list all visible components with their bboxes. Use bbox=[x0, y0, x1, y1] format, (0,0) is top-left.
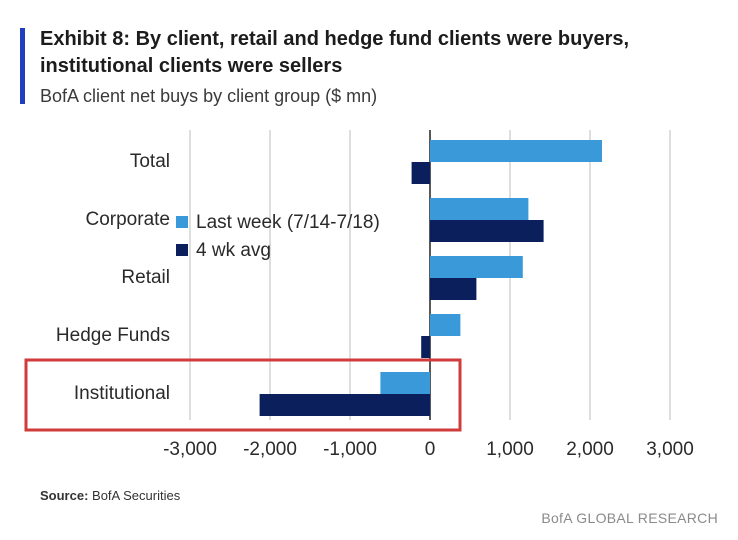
bar-last-week bbox=[380, 372, 430, 394]
chart-title: Exhibit 8: By client, retail and hedge f… bbox=[40, 28, 630, 77]
x-tick-label: -3,000 bbox=[163, 439, 217, 460]
title-accent-bar bbox=[20, 28, 25, 104]
source-value: BofA Securities bbox=[92, 488, 181, 503]
bar-4wk-avg bbox=[430, 220, 544, 242]
category-label: Corporate bbox=[86, 209, 171, 230]
bar-4wk-avg bbox=[411, 162, 430, 184]
brand-footer: BofA GLOBAL RESEARCH bbox=[541, 510, 718, 526]
source-label: Source: bbox=[40, 488, 89, 503]
legend-swatch bbox=[176, 244, 188, 256]
category-label: Hedge Funds bbox=[56, 325, 170, 346]
source-note: Source: BofA Securities bbox=[40, 488, 180, 503]
legend-label: 4 wk avg bbox=[196, 240, 271, 261]
x-tick-label: 2,000 bbox=[566, 439, 614, 460]
category-label: Retail bbox=[121, 267, 170, 288]
bar-last-week bbox=[430, 314, 461, 336]
category-label: Institutional bbox=[74, 383, 170, 404]
x-tick-label: 3,000 bbox=[646, 439, 694, 460]
x-tick-label: -1,000 bbox=[323, 439, 377, 460]
bar-last-week bbox=[430, 198, 529, 220]
bar-4wk-avg bbox=[430, 278, 477, 300]
bar-last-week bbox=[430, 256, 523, 278]
x-tick-label: 0 bbox=[425, 439, 436, 460]
bar-4wk-avg bbox=[259, 394, 430, 416]
legend-swatch bbox=[176, 216, 188, 228]
legend-label: Last week (7/14-7/18) bbox=[196, 212, 380, 233]
chart-subtitle: BofA client net buys by client group ($ … bbox=[40, 86, 378, 106]
bar-last-week bbox=[430, 140, 602, 162]
highlight-box bbox=[24, 358, 462, 432]
x-tick-label: -2,000 bbox=[243, 439, 297, 460]
category-label: Total bbox=[130, 151, 170, 172]
x-tick-label: 1,000 bbox=[486, 439, 534, 460]
bar-4wk-avg bbox=[421, 336, 430, 358]
